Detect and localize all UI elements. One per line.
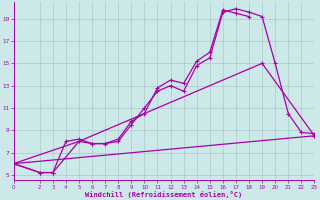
X-axis label: Windchill (Refroidissement éolien,°C): Windchill (Refroidissement éolien,°C) (85, 191, 243, 198)
